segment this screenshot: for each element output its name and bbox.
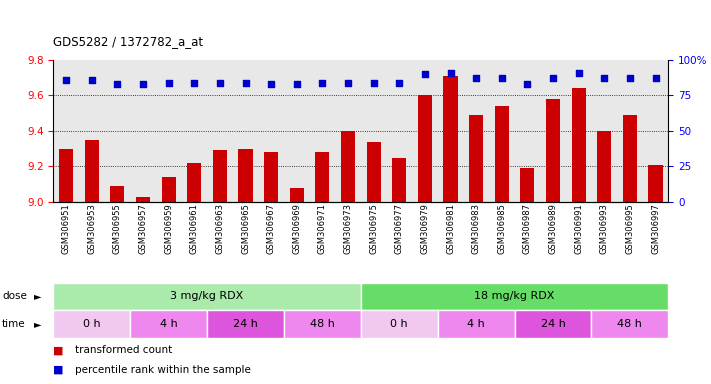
Point (137, 81, 149, 87)
Bar (59, 149, 73, 202)
Point (60, 77, 72, 83)
Bar (360, 283, 668, 310)
Text: 0 h: 0 h (390, 319, 408, 329)
Bar (264, 152, 278, 202)
Bar (161, 177, 176, 202)
Text: 18 mg/kg RDX: 18 mg/kg RDX (474, 291, 555, 301)
Text: 24 h: 24 h (540, 319, 565, 329)
Bar (572, 88, 586, 202)
Bar (289, 188, 304, 202)
Point (624, 75, 636, 81)
Bar (444, 76, 458, 202)
Text: 0 h: 0 h (83, 319, 100, 329)
Bar (520, 168, 535, 202)
Text: time: time (2, 319, 26, 329)
Bar (187, 163, 201, 202)
Point (291, 81, 302, 87)
Bar (85, 140, 99, 202)
Point (342, 79, 353, 86)
Bar (648, 165, 663, 202)
Point (240, 79, 251, 86)
Bar (110, 186, 124, 202)
Bar (623, 115, 637, 202)
Point (188, 79, 200, 86)
Point (445, 70, 456, 76)
Bar (53, 283, 360, 310)
Text: 48 h: 48 h (310, 319, 335, 329)
Bar (392, 157, 406, 202)
Text: ►: ► (34, 319, 42, 329)
Bar (597, 131, 611, 202)
Bar (341, 131, 355, 202)
Bar (367, 142, 380, 202)
Point (86, 77, 97, 83)
Point (573, 70, 584, 76)
Text: 48 h: 48 h (617, 319, 642, 329)
Bar (546, 99, 560, 202)
Bar (360, 310, 438, 338)
Point (368, 79, 380, 86)
Bar (130, 310, 207, 338)
Point (650, 75, 661, 81)
Point (214, 79, 225, 86)
Text: dose: dose (2, 291, 27, 301)
Bar (418, 96, 432, 202)
Point (496, 75, 508, 81)
Point (522, 81, 533, 87)
Point (471, 75, 482, 81)
Text: 4 h: 4 h (160, 319, 178, 329)
Text: ■: ■ (53, 365, 64, 375)
Point (265, 81, 277, 87)
Text: 4 h: 4 h (467, 319, 485, 329)
Bar (207, 310, 284, 338)
Bar (469, 115, 483, 202)
Point (394, 79, 405, 86)
Bar (515, 310, 592, 338)
Point (163, 79, 174, 86)
Text: 24 h: 24 h (233, 319, 258, 329)
Text: ►: ► (34, 291, 42, 301)
Text: transformed count: transformed count (75, 345, 172, 355)
Bar (238, 149, 252, 202)
Bar (136, 197, 150, 202)
Point (547, 75, 559, 81)
Bar (438, 310, 515, 338)
Bar (495, 106, 509, 202)
Bar (316, 152, 329, 202)
Bar (284, 310, 360, 338)
Text: ■: ■ (53, 345, 64, 355)
Point (419, 71, 431, 77)
Bar (213, 151, 227, 202)
Point (112, 81, 123, 87)
Text: 3 mg/kg RDX: 3 mg/kg RDX (171, 291, 244, 301)
Text: GDS5282 / 1372782_a_at: GDS5282 / 1372782_a_at (53, 35, 203, 48)
Bar (592, 310, 668, 338)
Bar (53, 310, 130, 338)
Text: percentile rank within the sample: percentile rank within the sample (75, 365, 250, 375)
Point (316, 79, 328, 86)
Point (599, 75, 610, 81)
